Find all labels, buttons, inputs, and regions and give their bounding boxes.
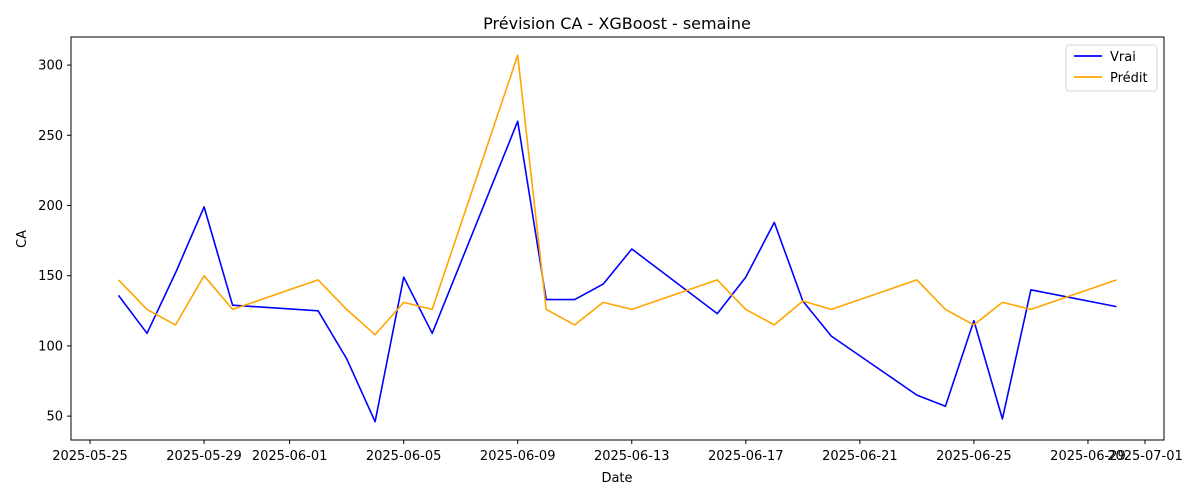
x-tick-label-1: 2025-05-25 [52,449,128,464]
x-tick-label-7: 2025-06-17 [708,449,784,464]
y-tick-label-3: 150 [38,269,63,284]
x-tick-label-4: 2025-06-05 [366,449,442,464]
legend: Vrai Prédit [1065,44,1158,92]
x-axis-label: Date [601,471,632,486]
legend-label-2: Prédit [1110,71,1148,86]
x-tick-label-6: 2025-06-13 [594,449,670,464]
series-line-2 [117,54,1117,336]
series-line-1 [117,120,1117,423]
y-axis-label: CA [15,230,30,248]
x-tick-label-9: 2025-06-25 [936,449,1012,464]
y-tick-label-6: 300 [38,59,63,74]
y-tick-label-2: 100 [38,339,63,354]
y-tick-label-5: 250 [38,129,63,144]
legend-label-1: Vrai [1110,50,1136,65]
y-tick-label-4: 200 [38,199,63,214]
plot-area [117,54,1117,423]
chart-title: Prévision CA - XGBoost - semaine [483,14,751,33]
y-tick-label-1: 50 [46,410,63,425]
x-tick-label-5: 2025-06-09 [480,449,556,464]
x-tick-label-8: 2025-06-21 [822,449,898,464]
x-tick-label-10: 2025-06-29 [1050,449,1126,464]
x-tick-label-11: 2025-07-01 [1107,449,1183,464]
plot-frame [70,36,1165,441]
x-tick-label-3: 2025-06-01 [252,449,328,464]
x-axis: 2025-05-25 2025-05-29 2025-06-01 2025-06-05… [52,440,1183,464]
x-tick-label-2: 2025-05-29 [166,449,242,464]
y-axis: 50 100 150 200 250 300 [38,59,71,425]
